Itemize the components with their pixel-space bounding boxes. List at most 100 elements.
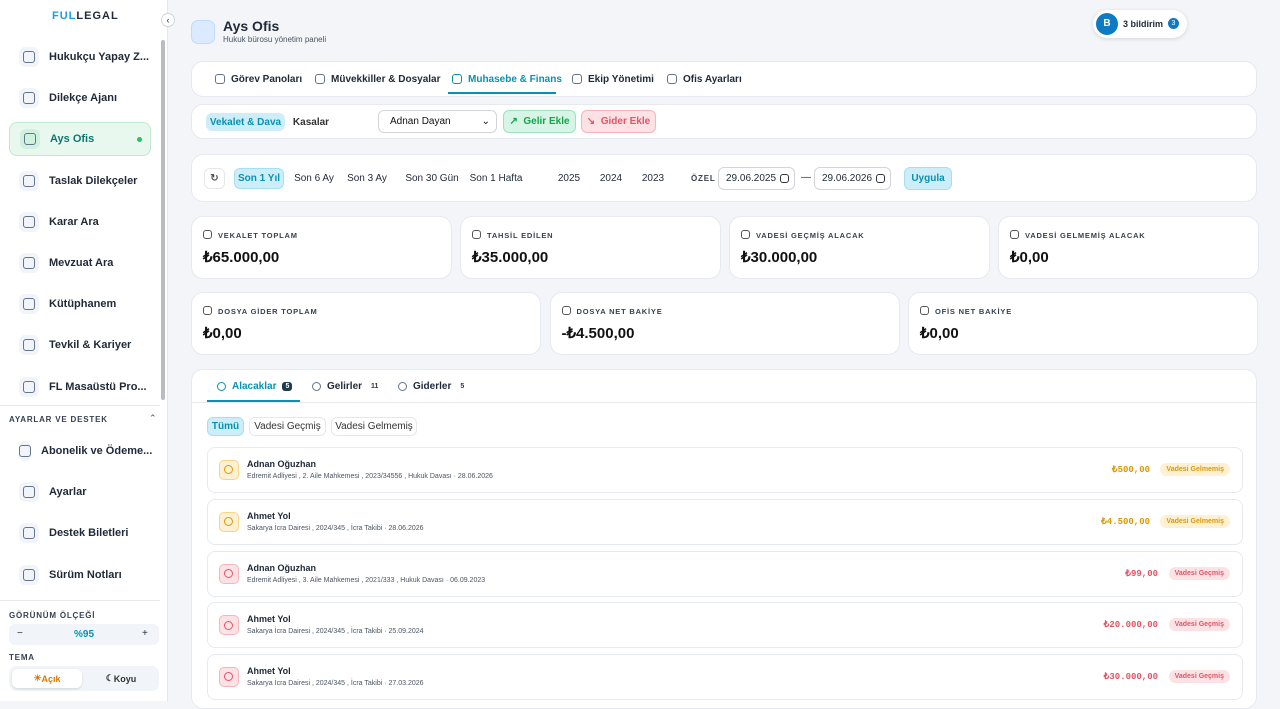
period-button[interactable]: Son 3 Ay (347, 173, 387, 184)
refresh[interactable]: ↻ (204, 168, 225, 189)
notifications[interactable]: B 3 bildirim 3 (1093, 10, 1187, 38)
scale-control: − %95 + (9, 624, 159, 645)
year-button[interactable]: 2024 (599, 173, 623, 184)
nav-label: Dilekçe Ajanı (49, 92, 118, 105)
nav-item[interactable]: Hukukçu Yapay Z... (9, 40, 151, 74)
nav-item[interactable]: Ays Ofis (9, 122, 151, 157)
view-tab[interactable]: Kasalar (292, 116, 330, 128)
scale-minus[interactable]: − (17, 628, 23, 639)
icon (224, 465, 233, 475)
ledger-row[interactable]: Adnan Oğuzhan Edremit Adliyesi , 2. Aile … (207, 447, 1243, 493)
tab-icon (217, 381, 226, 391)
nav-icon (19, 482, 39, 503)
nav-label: Sürüm Notları (49, 568, 122, 581)
nav-label: FL Masaüstü Pro... (49, 380, 147, 393)
ledger-row[interactable]: Ahmet Yol Sakarya İcra Dairesi , 2024/345… (207, 602, 1243, 649)
apply-button[interactable]: Uygula (904, 167, 952, 190)
nav-icon (19, 88, 39, 109)
row-status: Vadesi Geçmiş (1168, 618, 1230, 632)
custom-label: ÖZEL (691, 174, 716, 183)
icon (23, 568, 35, 581)
calendar-icon (876, 174, 886, 183)
date-input[interactable]: 29.06.2026 (814, 167, 891, 190)
nav-icon (19, 211, 39, 232)
nav-item[interactable]: Taslak Dilekçeler (9, 164, 151, 198)
theme-option[interactable]: ☾ Koyu (105, 673, 137, 684)
period-button[interactable]: Son 1 Yıl (234, 168, 284, 189)
icon (23, 298, 35, 311)
tab-label: Görev Panoları (231, 73, 303, 85)
nav-icon (19, 441, 31, 461)
nav-item[interactable]: Tevkil & Kariyer (9, 328, 151, 362)
tab-label: Muhasebe & Finans (468, 73, 562, 85)
icon (23, 174, 35, 187)
button-text: Gelir Ekle (523, 116, 570, 127)
tab[interactable]: Ekip Yönetimi (572, 70, 654, 88)
tab[interactable]: Görev Panoları (215, 70, 302, 88)
theme-option[interactable]: ☀ Açık (12, 669, 82, 688)
status-filter[interactable]: Tümü (207, 417, 244, 436)
client-select[interactable]: Adnan Dayan ⌄ (378, 110, 497, 133)
status-filter[interactable]: Vadesi Geçmiş (249, 417, 326, 436)
tab[interactable]: Ofis Ayarları (667, 70, 742, 88)
tab[interactable]: Muhasebe & Finans (452, 70, 562, 88)
row-name: Ahmet Yol (247, 666, 291, 677)
stat-icon (920, 306, 929, 315)
add-income[interactable]: ↗ Gelir Ekle (503, 110, 576, 133)
theme-toggle: ☀ Açık ☾ Koyu (9, 666, 159, 691)
nav-label: Abonelik ve Ödeme... (41, 445, 153, 457)
nav-item[interactable]: Kütüphanem (9, 287, 151, 321)
ledger-row[interactable]: Ahmet Yol Sakarya İcra Dairesi , 2024/345… (207, 654, 1243, 701)
ledger-tab[interactable]: Gelirler 11 (312, 378, 381, 394)
nav-item[interactable]: Destek Biletleri (9, 516, 151, 550)
row-status: Vadesi Geçmiş (1168, 670, 1230, 684)
scrollbar[interactable] (161, 40, 165, 400)
divider (0, 600, 160, 601)
nav-item[interactable]: Mevzuat Ara (9, 246, 151, 280)
scale-plus[interactable]: + (142, 628, 148, 639)
period-button[interactable]: Son 6 Ay (294, 173, 334, 184)
view-tab[interactable]: Vekalet & Dava (206, 113, 285, 131)
date-filter: ↻ Son 1 Yıl Son 6 Ay Son 3 Ay Son 30 Gün Son… (191, 154, 1257, 202)
year-button[interactable]: 2023 (641, 173, 665, 184)
tab-label: Alacaklar (232, 380, 277, 392)
nav-item[interactable]: Dilekçe Ajanı (9, 81, 151, 115)
stat-card: VADESİ GELMEMİŞ ALACAK ₺0,00 (998, 216, 1259, 279)
nav-icon (20, 129, 40, 150)
period-button[interactable]: Son 30 Gün (405, 173, 459, 184)
ledger-row[interactable]: Ahmet Yol Sakarya İcra Dairesi , 2024/345… (207, 498, 1243, 545)
stat-label: VADESİ GEÇMİŞ ALACAK (756, 231, 865, 240)
logo[interactable]: FULLEGAL (52, 10, 119, 22)
row-icon (219, 615, 239, 636)
icon (23, 486, 35, 499)
nav-icon (19, 335, 39, 356)
stat-value: ₺0,00 (1010, 249, 1049, 266)
row-status: Vadesi Gelmemiş (1160, 463, 1230, 476)
tab[interactable]: Müvekkiller & Dosyalar (315, 70, 441, 88)
collapse-icon[interactable]: ⌃ (149, 413, 157, 423)
ledger-tab[interactable]: Giderler 5 (398, 378, 467, 394)
ledger-tab[interactable]: Alacaklar 5 (217, 378, 293, 394)
period-button[interactable]: Son 1 Hafta (469, 173, 523, 184)
nav-item[interactable]: Ayarlar (9, 475, 151, 509)
logo-part: LEGAL (76, 10, 119, 22)
collapse-button[interactable]: ‹ (161, 13, 175, 27)
row-icon (219, 667, 239, 688)
nav-item[interactable]: Sürüm Notları (9, 558, 151, 592)
active-dot (137, 137, 142, 143)
stat-value: ₺35.000,00 (472, 249, 549, 266)
scale-label: GÖRÜNÜM ÖLÇEĞİ (9, 611, 96, 620)
nav-item[interactable]: Karar Ara (9, 205, 151, 239)
nav-item[interactable]: Abonelik ve Ödeme... (9, 434, 153, 468)
date-text: 29.06.2026 (822, 173, 873, 184)
stat-icon (1010, 230, 1019, 239)
add-expense[interactable]: ↘ Gider Ekle (581, 110, 656, 133)
nav-item[interactable]: FL Masaüstü Pro... (9, 370, 151, 404)
status-filter[interactable]: Vadesi Gelmemiş (331, 417, 417, 436)
ledger-row[interactable]: Adnan Oğuzhan Edremit Adliyesi , 3. Aile … (207, 550, 1243, 597)
date-input[interactable]: 29.06.2025 (718, 167, 795, 190)
nav-label: Mevzuat Ara (49, 257, 114, 269)
year-button[interactable]: 2025 (557, 173, 581, 184)
notification-text: 3 bildirim (1123, 19, 1164, 29)
